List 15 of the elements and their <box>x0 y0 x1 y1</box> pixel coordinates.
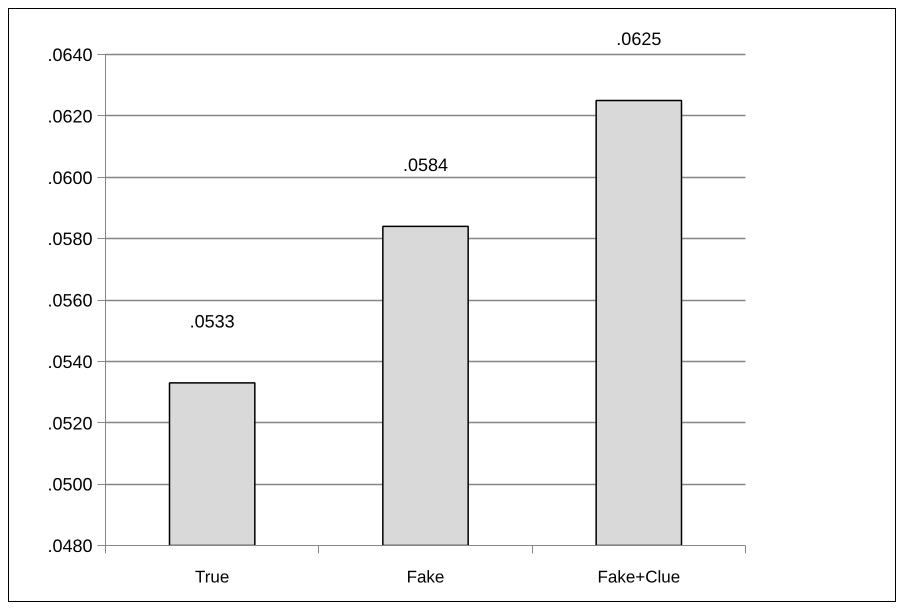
data-label: .0533 <box>190 311 235 332</box>
y-tick-label: .0540 <box>47 352 93 372</box>
x-tick-label: Fake <box>406 568 444 586</box>
y-tick-label: .0500 <box>47 474 93 495</box>
y-tick-label: .0560 <box>47 290 93 310</box>
y-tick-label: .0620 <box>47 106 93 126</box>
data-label: .0584 <box>402 154 448 175</box>
x-tick-label: Fake+Clue <box>597 568 680 586</box>
y-tick-label: .0600 <box>47 168 93 188</box>
y-tick-label: .0520 <box>47 413 93 434</box>
y-tick-label: .0580 <box>47 229 93 250</box>
x-tick-label: True <box>195 568 230 586</box>
data-label: .0625 <box>616 29 662 50</box>
y-tick-label: .0640 <box>47 45 93 65</box>
y-tick-label: .0480 <box>47 536 93 556</box>
